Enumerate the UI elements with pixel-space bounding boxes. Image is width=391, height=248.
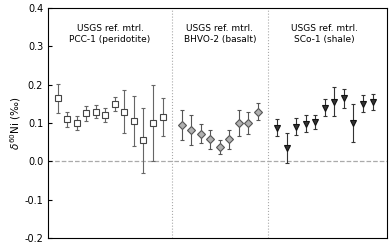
Text: USGS ref. mtrl.
PCC-1 (peridotite): USGS ref. mtrl. PCC-1 (peridotite): [70, 24, 151, 44]
Text: USGS ref. mtrl.
BHVO-2 (basalt): USGS ref. mtrl. BHVO-2 (basalt): [183, 24, 256, 44]
Text: USGS ref. mtrl.
SCo-1 (shale): USGS ref. mtrl. SCo-1 (shale): [291, 24, 358, 44]
Y-axis label: $\delta^{60}$Ni (‰): $\delta^{60}$Ni (‰): [8, 96, 23, 150]
